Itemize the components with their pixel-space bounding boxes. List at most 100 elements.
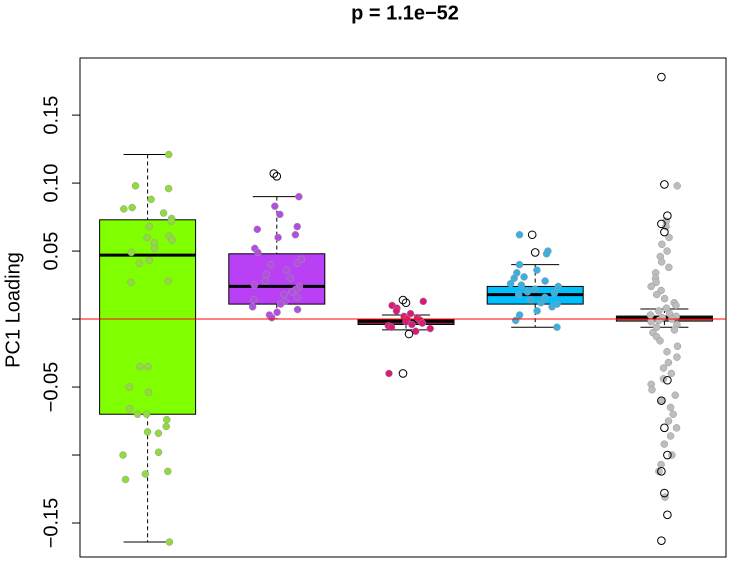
point (541, 293, 549, 302)
outlier (527, 230, 537, 240)
outlier (660, 180, 669, 189)
point (121, 475, 130, 484)
point (282, 266, 291, 274)
point (550, 289, 559, 297)
point (667, 369, 676, 378)
point (392, 307, 401, 315)
point (145, 256, 153, 265)
point (293, 305, 302, 314)
y-tick-label: −0.15 (40, 498, 62, 549)
point (144, 362, 152, 371)
point (164, 467, 172, 476)
point (517, 281, 526, 289)
point (666, 403, 675, 412)
point (163, 415, 171, 424)
outlier (657, 467, 666, 476)
point (660, 294, 669, 303)
point (387, 323, 396, 331)
point (136, 362, 144, 371)
point (133, 410, 142, 418)
point (253, 225, 262, 234)
point (250, 296, 258, 304)
point (408, 320, 416, 329)
point (261, 277, 270, 285)
point (131, 182, 140, 190)
point (531, 285, 539, 293)
point (426, 324, 434, 333)
point (291, 231, 300, 239)
point (274, 233, 282, 242)
point (653, 290, 661, 299)
point (520, 273, 528, 281)
point (663, 247, 671, 255)
point (135, 259, 144, 268)
plot-frame (79, 57, 727, 558)
point (165, 538, 174, 546)
point (164, 277, 172, 285)
point (144, 388, 153, 397)
outlier (663, 211, 672, 221)
point (295, 192, 303, 201)
point (510, 274, 518, 283)
point (250, 281, 259, 289)
point (660, 440, 669, 448)
point (127, 248, 136, 257)
outlier (663, 450, 672, 460)
point (125, 405, 134, 413)
outlier (657, 72, 666, 82)
point (666, 432, 675, 440)
point (647, 318, 655, 326)
box (228, 253, 326, 305)
point (658, 240, 666, 249)
point (162, 422, 171, 431)
chart-title: p = 1.1e−52 (351, 2, 459, 24)
point (159, 209, 168, 217)
point (293, 259, 301, 268)
point (673, 342, 682, 351)
point (515, 260, 524, 269)
outlier (404, 329, 414, 339)
outlier (663, 510, 672, 520)
outlier (530, 248, 540, 257)
point (143, 428, 152, 436)
point (655, 467, 663, 476)
point (254, 248, 262, 257)
point (664, 358, 673, 367)
point (553, 323, 561, 331)
outlier (660, 488, 669, 498)
point (671, 391, 679, 399)
y-tick-label: −0.05 (40, 362, 62, 413)
point (672, 424, 681, 432)
point (293, 222, 301, 231)
point (120, 205, 128, 213)
point (167, 217, 175, 225)
outlier (660, 227, 669, 237)
point (143, 233, 151, 242)
y-tick-label: 0.05 (40, 232, 62, 271)
point (662, 304, 671, 312)
y-tick-label: 0.10 (40, 164, 62, 203)
outlier (657, 536, 666, 545)
point (657, 460, 665, 469)
point (268, 313, 276, 322)
point (646, 311, 655, 319)
y-axis-label: PC1 Loading (2, 252, 24, 368)
point (652, 278, 660, 287)
point (262, 270, 270, 278)
outlier (398, 369, 408, 378)
point (276, 300, 285, 308)
point (537, 298, 545, 307)
point (168, 236, 176, 244)
point (511, 316, 520, 325)
outlier (663, 375, 672, 385)
point (669, 410, 677, 418)
outlier (272, 171, 282, 181)
point (128, 203, 136, 212)
point (655, 316, 663, 325)
outlier (657, 396, 666, 405)
point (673, 182, 681, 190)
point (647, 282, 655, 291)
point (668, 451, 676, 459)
point (276, 210, 284, 219)
